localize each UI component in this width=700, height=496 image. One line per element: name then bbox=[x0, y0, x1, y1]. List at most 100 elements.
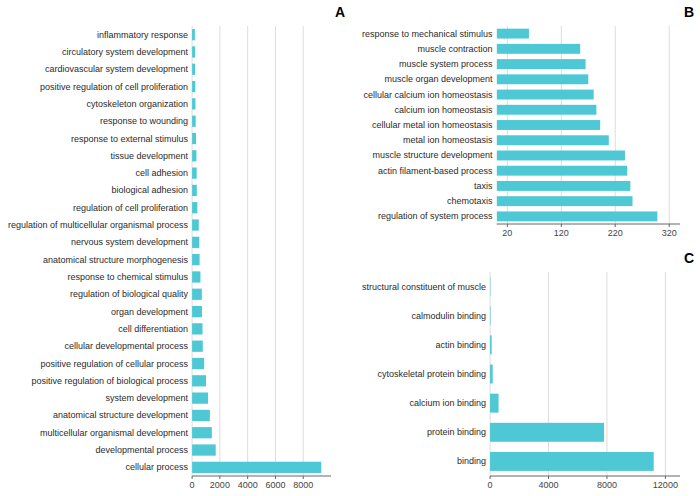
grid-line bbox=[548, 272, 549, 476]
category-label: cellular developmental process bbox=[65, 341, 189, 351]
bar bbox=[490, 335, 492, 354]
bar bbox=[192, 271, 200, 282]
tick-label: 0 bbox=[190, 480, 195, 490]
bar bbox=[192, 392, 208, 403]
category-label: structural constituent of muscle bbox=[362, 282, 486, 292]
grid-line bbox=[247, 26, 248, 476]
grid-line bbox=[606, 272, 607, 476]
category-label: nervous system development bbox=[71, 237, 189, 247]
tick-label: 120 bbox=[554, 228, 569, 238]
category-label: anatomical structure development bbox=[53, 410, 189, 420]
category-label: regulation of system process bbox=[378, 211, 493, 221]
category-label: calcium ion binding bbox=[410, 398, 487, 408]
bar bbox=[497, 135, 609, 145]
category-label: calmodulin binding bbox=[412, 311, 487, 321]
tick-label: 4000 bbox=[538, 480, 558, 490]
bar bbox=[490, 394, 498, 413]
bar bbox=[192, 306, 202, 317]
bar bbox=[497, 74, 589, 84]
category-label: cytoskeletal protein binding bbox=[377, 369, 486, 379]
category-label: multicellular organismal development bbox=[40, 428, 189, 438]
grid-line bbox=[275, 26, 276, 476]
tick-label: 0 bbox=[488, 480, 493, 490]
tick-label: 8000 bbox=[597, 480, 617, 490]
bar bbox=[497, 166, 628, 176]
grid-line bbox=[665, 272, 666, 476]
x-axis-line bbox=[497, 224, 680, 225]
panel-title: A bbox=[335, 4, 345, 20]
category-label: inflammatory response bbox=[97, 30, 188, 40]
bar bbox=[192, 202, 197, 213]
bar bbox=[192, 116, 196, 127]
category-label: cytoskeleton organization bbox=[87, 99, 189, 109]
category-label: muscle system process bbox=[399, 59, 493, 69]
category-label: system development bbox=[106, 393, 189, 403]
bar bbox=[192, 185, 197, 196]
bar bbox=[192, 29, 195, 40]
bar bbox=[192, 323, 202, 334]
grid-line bbox=[303, 26, 304, 476]
category-label: developmental process bbox=[96, 445, 189, 455]
category-label: cardiovascular system development bbox=[45, 64, 189, 74]
bar bbox=[192, 81, 195, 92]
bar bbox=[192, 375, 206, 386]
bar bbox=[497, 105, 597, 115]
tick-label: 20 bbox=[502, 228, 512, 238]
category-label: circulatory system development bbox=[62, 47, 189, 57]
tick-label: 2000 bbox=[210, 480, 230, 490]
grid-line bbox=[219, 26, 220, 476]
tick-label: 8000 bbox=[293, 480, 313, 490]
category-label: response to mechanical stimulus bbox=[362, 29, 493, 39]
bar bbox=[192, 98, 195, 109]
bars bbox=[192, 29, 321, 473]
bar bbox=[497, 211, 658, 221]
panel: Cstructural constituent of musclecalmodu… bbox=[362, 250, 694, 490]
bar bbox=[497, 59, 586, 69]
bar bbox=[490, 423, 604, 442]
bar bbox=[192, 289, 202, 300]
bar bbox=[192, 46, 195, 57]
category-label: taxis bbox=[474, 181, 493, 191]
bars bbox=[490, 277, 654, 471]
grid-line bbox=[192, 26, 193, 476]
bar bbox=[192, 462, 321, 473]
category-label: chemotaxis bbox=[447, 196, 493, 206]
bar bbox=[192, 237, 199, 248]
tick-label: 220 bbox=[608, 228, 623, 238]
category-label: response to chemical stimulus bbox=[68, 272, 189, 282]
bar bbox=[192, 133, 196, 144]
category-label: biological adhesion bbox=[112, 185, 189, 195]
category-label: cell differentiation bbox=[118, 324, 188, 334]
category-label: positive regulation of biological proces… bbox=[32, 376, 189, 386]
bar bbox=[497, 120, 601, 130]
tick-label: 4000 bbox=[238, 480, 258, 490]
category-label: calcium ion homeostasis bbox=[395, 105, 494, 115]
category-label: cellular metal ion homeostasis bbox=[372, 120, 493, 130]
panel-title: B bbox=[684, 4, 694, 20]
category-label: cell adhesion bbox=[136, 168, 189, 178]
grid-line bbox=[615, 26, 616, 224]
bar bbox=[192, 444, 216, 455]
category-label: muscle organ development bbox=[385, 74, 494, 84]
category-label: muscle structure development bbox=[373, 150, 494, 160]
x-axis-line bbox=[490, 476, 680, 477]
category-label: regulation of cell proliferation bbox=[73, 203, 188, 213]
bar bbox=[192, 358, 204, 369]
panel: Ainflammatory response circulatory system… bbox=[8, 4, 345, 490]
bar bbox=[490, 306, 491, 325]
category-label: organ development bbox=[111, 307, 189, 317]
tick-label: 6000 bbox=[265, 480, 285, 490]
bar bbox=[497, 151, 625, 161]
category-label: binding bbox=[457, 456, 486, 466]
bar bbox=[192, 64, 195, 75]
bars bbox=[497, 29, 658, 222]
category-label: response to wounding bbox=[100, 116, 188, 126]
category-label: regulation of multicellular organismal p… bbox=[8, 220, 189, 230]
bar bbox=[192, 341, 203, 352]
category-label: tissue development bbox=[111, 151, 189, 161]
panel: Bresponse to mechanical stimulusmuscle c… bbox=[362, 4, 694, 238]
grid-line bbox=[669, 26, 670, 224]
category-label: regulation of biological quality bbox=[70, 289, 189, 299]
bar bbox=[497, 196, 633, 206]
bar bbox=[192, 410, 210, 421]
